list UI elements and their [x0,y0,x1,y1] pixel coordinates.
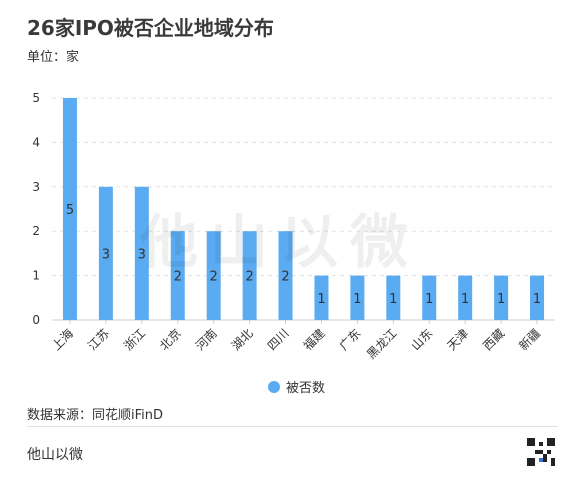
divider [27,426,558,427]
bar [350,275,365,320]
x-tick-label: 浙江 [121,326,148,353]
data-label: 1 [317,292,325,307]
data-label: 1 [389,292,397,307]
bar-chart: 0 1 2 3 4 5 5 上海 3 江苏 3 浙江 2 北京 2 河南 2 湖北 2 四川 1 福建 1 广东 1 黑龙江 1 山东… [32,91,555,362]
x-tick-label: 福建 [300,326,328,354]
bar [494,275,509,320]
x-tick-label: 上海 [48,326,76,354]
data-label: 1 [461,292,469,307]
unit-label: 单位：家 [27,50,80,65]
x-tick-label: 山东 [408,326,435,353]
legend-label: 被否数 [286,381,326,396]
data-label: 1 [533,292,541,307]
x-tick-label: 新疆 [516,326,544,354]
x-tick-label: 天津 [444,326,471,353]
data-label: 2 [245,270,253,285]
data-label: 2 [174,270,182,285]
bar [458,275,473,320]
x-tick-label: 四川 [265,326,292,353]
data-label: 2 [210,270,218,285]
data-label: 1 [353,292,361,307]
data-label: 1 [425,292,433,307]
x-tick-label: 湖北 [228,326,256,354]
data-label: 3 [138,247,146,262]
x-tick-label: 河南 [192,326,220,354]
watermark: 他山以微 [140,208,421,276]
bar [530,275,545,320]
legend: 被否数 [268,377,325,396]
x-tick-label: 北京 [157,326,184,353]
bar [242,231,257,320]
y-tick-label: 3 [32,180,40,194]
bar [170,231,185,320]
y-tick-label: 2 [32,224,40,238]
data-label: 2 [281,270,289,285]
bar [98,186,113,320]
bar [386,275,401,320]
legend-marker [268,380,280,393]
y-tick-label: 1 [32,269,40,283]
x-tick-label: 黑龙江 [364,326,399,361]
bar [278,231,293,320]
chart-title: 26家IPO被否企业地域分布 [27,16,274,40]
data-label: 3 [102,247,110,262]
y-tick-label: 4 [32,135,40,149]
qr-code-icon [527,438,555,466]
footer-brand: 他山以微 [27,447,83,463]
x-tick-label: 江苏 [85,326,112,353]
bar [134,186,149,320]
bar [422,275,437,320]
y-tick-label: 5 [32,91,40,105]
data-label: 1 [497,292,505,307]
bar [206,231,221,320]
data-source: 数据来源：同花顺iFinD [27,408,164,423]
bar [62,98,77,320]
x-tick-label: 西藏 [480,326,507,353]
x-tick-label: 广东 [337,326,364,353]
data-label: 5 [66,203,74,218]
y-tick-label: 0 [32,313,40,327]
bar [314,275,329,320]
